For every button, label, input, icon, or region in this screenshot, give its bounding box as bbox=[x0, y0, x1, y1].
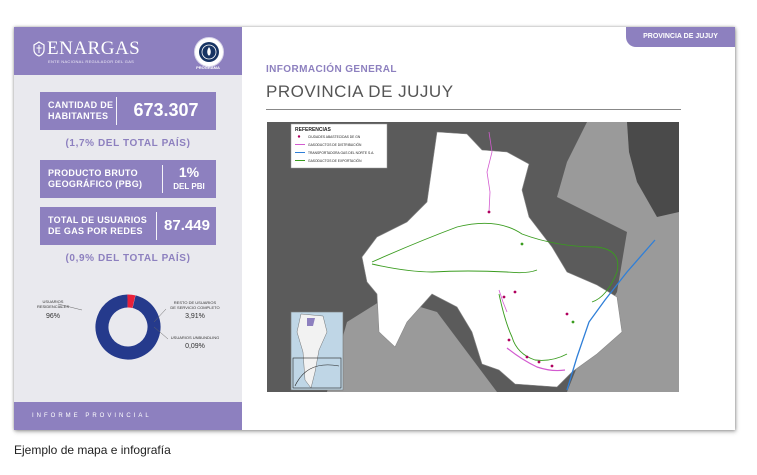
legend-swatch bbox=[297, 135, 301, 138]
pbg-value: 1% bbox=[178, 164, 200, 180]
program-badge bbox=[194, 37, 224, 67]
province-tab: PROVINCIA DE JUJUY bbox=[626, 27, 735, 47]
jujuy-province-shape bbox=[361, 131, 623, 388]
population-share: (1,7% DEL TOTAL PAÍS) bbox=[65, 138, 191, 149]
logo-subtext: ENTE NACIONAL REGULADOR DEL GAS bbox=[48, 59, 135, 64]
title-divider bbox=[266, 109, 681, 110]
gas-users-stat: TOTAL DE USUARIOS DE GAS POR REDES 87.44… bbox=[40, 207, 216, 245]
sidebar: ENARGAS ENTE NACIONAL REGULADOR DEL GAS … bbox=[14, 27, 242, 430]
full-service-label: RESTO DE USUARIOS DE SERVICIO COMPLETO bbox=[170, 300, 220, 310]
sidebar-header: ENARGAS ENTE NACIONAL REGULADOR DEL GAS … bbox=[14, 27, 242, 75]
map-legend: REFERENCIAS CIUDADES ABASTECIDAS DE GN GA… bbox=[290, 123, 388, 169]
residential-label: USUARIOS RESIDENCIALES bbox=[36, 299, 69, 309]
residential-pct: 96% bbox=[45, 313, 60, 320]
legend-label: GASODUCTOS DE EXPORTACIÓN bbox=[308, 158, 362, 163]
province-map: REFERENCIAS CIUDADES ABASTECIDAS DE GN GA… bbox=[267, 122, 679, 392]
sidebar-footer: INFORME PROVINCIAL bbox=[14, 402, 242, 430]
pbg-stat: PRODUCTO BRUTO GEOGRÁFICO (PBG) 1% DEL P… bbox=[40, 160, 216, 198]
legend-title: REFERENCIAS bbox=[295, 127, 332, 133]
gas-flame-icon bbox=[201, 44, 217, 60]
gas-users-value: 87.449 bbox=[164, 217, 210, 234]
unbundling-label: USUARIOS UNBUNDLING bbox=[170, 335, 220, 340]
program-badge-label: PROGRAMA bbox=[196, 65, 220, 70]
pbg-label: PRODUCTO BRUTO GEOGRÁFICO (PBG) bbox=[48, 168, 143, 189]
full-service-pct: 3,91% bbox=[185, 313, 205, 320]
legend-label: CIUDADES ABASTECIDAS DE GN bbox=[308, 135, 361, 139]
logo-text: ENARGAS bbox=[47, 38, 141, 59]
users-donut-chart bbox=[57, 294, 169, 360]
population-label: CANTIDAD DE HABITANTES bbox=[48, 100, 114, 121]
shield-logo-icon bbox=[33, 41, 45, 57]
footer-label: INFORME PROVINCIAL bbox=[32, 413, 152, 419]
gas-users-label: TOTAL DE USUARIOS DE GAS POR REDES bbox=[48, 215, 148, 236]
pbg-value-suffix: DEL PBI bbox=[173, 182, 205, 191]
neighbor-province-south bbox=[327, 297, 497, 392]
page-title: PROVINCIA DE JUJUY bbox=[266, 82, 454, 101]
figure-caption: Ejemplo de mapa e infografía bbox=[14, 443, 171, 457]
population-value: 673.307 bbox=[133, 100, 199, 120]
argentina-inset-map bbox=[290, 311, 344, 391]
section-title: INFORMACIÓN GENERAL bbox=[266, 64, 397, 75]
population-stat: CANTIDAD DE HABITANTES 673.307 bbox=[40, 92, 216, 130]
neighbor-country-north bbox=[627, 122, 679, 217]
report-slide: ENARGAS ENTE NACIONAL REGULADOR DEL GAS … bbox=[14, 27, 735, 430]
legend-label: GASODUCTOS DE DISTRIBUCIÓN bbox=[308, 142, 362, 147]
legend-label: TRANSPORTADORA GAS DEL NORTE S.A. bbox=[308, 151, 374, 155]
users-share: (0,9% DEL TOTAL PAÍS) bbox=[65, 253, 191, 264]
unbundling-pct: 0,09% bbox=[185, 343, 205, 350]
residential-segment bbox=[95, 294, 161, 360]
